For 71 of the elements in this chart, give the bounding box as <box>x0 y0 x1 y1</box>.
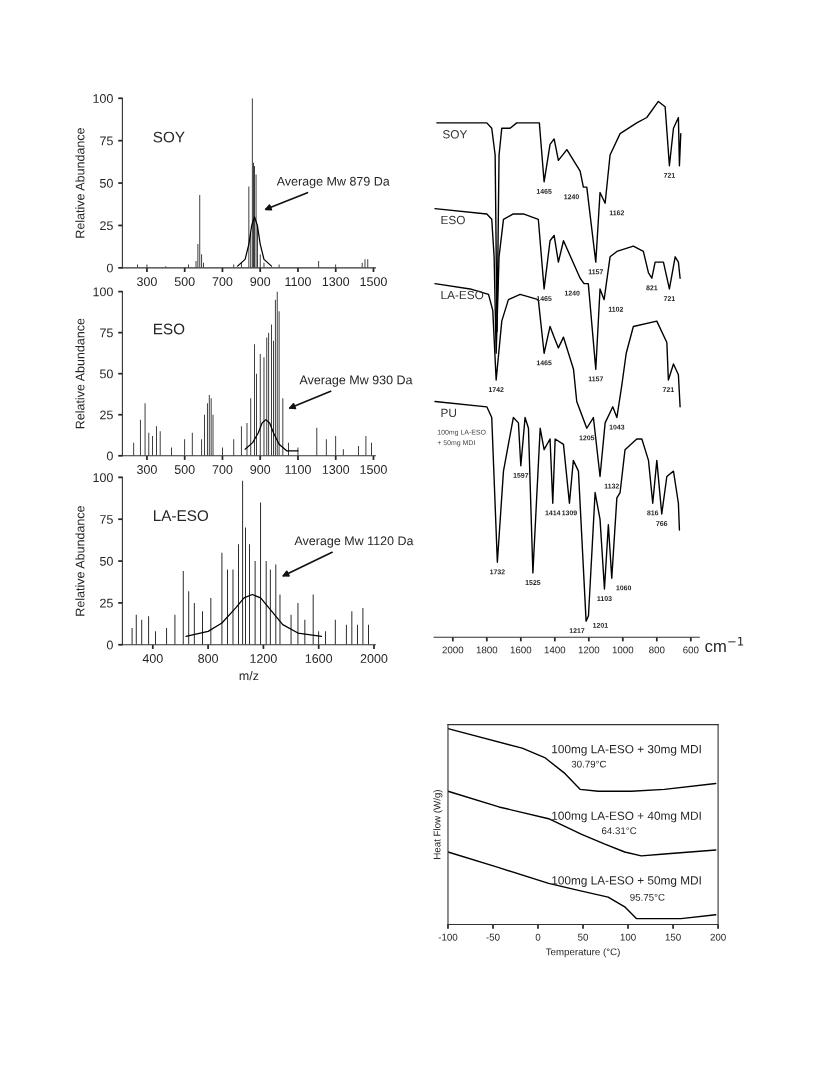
y-tick-label: 75 <box>100 328 113 338</box>
x-tick-label: 1600 <box>305 654 333 663</box>
y-axis-title: Relative Abundance <box>75 506 85 616</box>
y-tick-label: 0 <box>106 263 113 273</box>
annotation: Average Mw 879 Da <box>276 176 390 189</box>
x-tick-label: 1200 <box>578 646 600 654</box>
x-tick-label: 300 <box>136 465 157 474</box>
y-tick-label: 25 <box>100 598 113 608</box>
x-axis-title: Temperature (°C) <box>545 948 620 958</box>
x-tick-label: 700 <box>212 465 233 474</box>
text: ESO <box>154 323 185 335</box>
x-tick-label: 1300 <box>322 465 350 474</box>
x-tick-label: 1500 <box>360 277 387 287</box>
x-tick-label: 1400 <box>544 646 566 654</box>
y-axis-title: Relative Abundance <box>75 128 85 238</box>
x-tick-label: 900 <box>250 277 271 287</box>
x-tick-label: 0 <box>535 933 541 941</box>
x-tick-label: 150 <box>665 933 681 941</box>
annotation: 64.31°C <box>601 827 637 835</box>
x-tick-label: 700 <box>212 277 233 287</box>
y-tick-label: 75 <box>100 136 113 146</box>
x-tick-label: 400 <box>142 654 163 663</box>
annotation: Average Mw 930 Da <box>299 375 413 387</box>
x-tick-label: 1800 <box>476 646 498 654</box>
y-tick-label: 50 <box>99 178 113 188</box>
x-tick-label: 50 <box>578 933 589 941</box>
x-tick-label: 900 <box>250 465 271 474</box>
y-tick-label: 50 <box>99 556 113 566</box>
x-tick-label: 800 <box>198 654 219 663</box>
x-tick-label: 2000 <box>360 654 388 663</box>
series-label: 100mg LA-ESO + 50mg MDI <box>552 876 701 887</box>
annotation: Average Mw 1120 Da <box>294 536 414 548</box>
x-tick-label: 2000 <box>442 646 464 654</box>
y-axis-title: Relative Abundance <box>75 318 85 429</box>
x-tick-label: 1000 <box>612 646 634 654</box>
y-tick-label: 25 <box>100 221 113 231</box>
series-label: 100mg LA-ESO + 40mg MDI <box>552 811 701 823</box>
series-label: PU <box>441 408 457 418</box>
x-tick-label: 300 <box>136 277 157 287</box>
x-tick-label: -50 <box>486 933 500 941</box>
x-tick-label: 1500 <box>360 465 387 474</box>
x-tick-label: 1600 <box>510 646 532 654</box>
x-tick-label: 1300 <box>322 277 350 287</box>
text: LA-ESO <box>154 510 209 522</box>
y-tick-label: 50 <box>99 369 113 379</box>
series-label: ESO <box>441 215 465 225</box>
y-tick-label: 0 <box>106 451 113 461</box>
y-tick-label: 100 <box>93 473 113 483</box>
x-tick-label: 1200 <box>250 654 277 663</box>
x-tick-label: 1100 <box>285 277 311 287</box>
x-tick-label: 200 <box>710 933 726 941</box>
x-tick-label: 800 <box>649 646 665 654</box>
text: SOY <box>153 131 185 143</box>
x-tick-label: 100 <box>620 933 636 941</box>
series-label: LA-ESO <box>441 290 484 300</box>
y-tick-label: 75 <box>100 515 113 524</box>
annotation: 95.75°C <box>630 893 665 901</box>
y-tick-label: 100 <box>93 287 113 297</box>
series-label: 100mg LA-ESO + 30mg MDI <box>552 744 701 756</box>
x-tick-label: 500 <box>174 277 195 287</box>
annotation: 30.79°C <box>571 760 607 768</box>
x-tick-label: -100 <box>438 933 458 941</box>
x-axis-title: m/z <box>239 671 259 681</box>
x-tick-label: 500 <box>174 465 195 474</box>
x-tick-label: 1100 <box>285 465 311 474</box>
x-tick-label: 600 <box>683 646 699 654</box>
series-label: SOY <box>442 130 468 139</box>
y-axis-title: Heat Flow (W/g) <box>433 790 443 859</box>
y-tick-label: 25 <box>100 410 113 420</box>
y-tick-label: 100 <box>93 94 113 103</box>
x-axis-title: cm$^{−1}$ <box>705 637 744 653</box>
